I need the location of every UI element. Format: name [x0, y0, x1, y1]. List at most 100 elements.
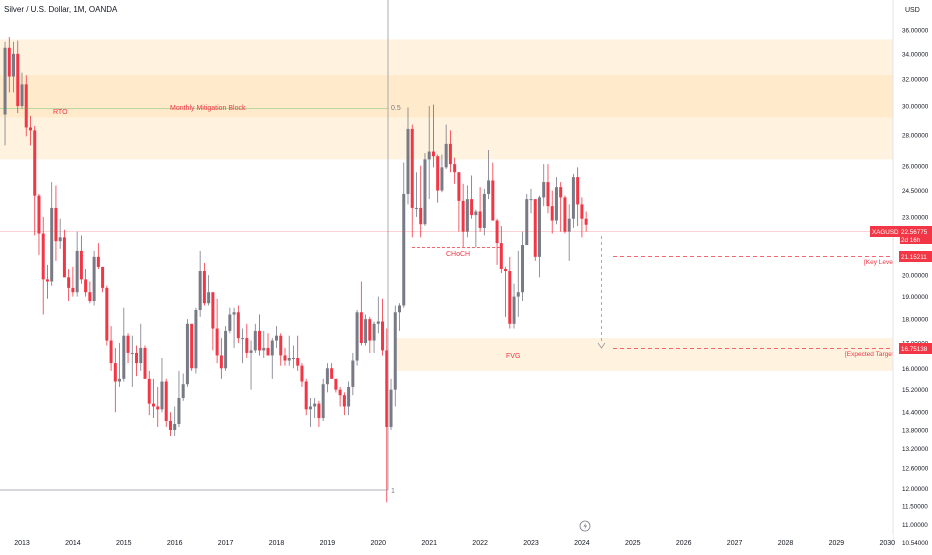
candle [62, 229, 66, 278]
candle [224, 326, 228, 371]
fib-half-label: 0.5 [391, 105, 401, 112]
candle [351, 352, 355, 396]
candle [228, 307, 232, 334]
fvg-zone [395, 338, 893, 371]
candle [28, 115, 32, 146]
candle [406, 107, 410, 205]
candle [529, 188, 533, 214]
candle [440, 154, 444, 193]
candle [245, 323, 249, 358]
expected-target-label: [Expected Target] [845, 351, 896, 358]
candle [33, 125, 37, 236]
candle [300, 363, 304, 387]
candle [122, 307, 126, 382]
price-tick-label: 11.00000 [902, 522, 928, 529]
time-tick-label: 2028 [778, 540, 794, 547]
price-tick-label: 36.00000 [902, 28, 929, 35]
candle [241, 328, 245, 364]
candle [453, 157, 457, 184]
time-tick-label: 2023 [523, 540, 539, 547]
candle [567, 204, 571, 261]
supply-zone-core [0, 75, 893, 118]
annot-layer: RTO Monthly Mitigation Block 0.5 1 CHoCH… [53, 105, 896, 495]
candle [96, 243, 100, 269]
candle [173, 406, 177, 437]
price-tick-label: 15.20000 [902, 387, 929, 394]
price-tick-label: 12.60000 [902, 465, 929, 472]
lightning-icon[interactable] [579, 520, 591, 532]
candle [321, 378, 325, 422]
time-tick-label: 2030 [880, 540, 896, 547]
time-tick-label: 2025 [625, 540, 641, 547]
candle [419, 165, 423, 238]
candle [3, 41, 7, 146]
candle [16, 40, 20, 114]
candle [296, 335, 300, 371]
candle [398, 303, 402, 331]
candle [584, 211, 588, 232]
price-tick-label: 34.00000 [902, 51, 929, 58]
time-tick-label: 2018 [269, 540, 285, 547]
candle [101, 266, 105, 293]
candle [181, 373, 185, 401]
candle [67, 268, 71, 302]
candle [135, 345, 139, 377]
candle [113, 347, 117, 413]
price-axis[interactable]: USD 10.54000 11.00000 11.50000 12.00000 12.6… [870, 0, 932, 550]
candle [512, 283, 516, 329]
drawings-layer [0, 0, 893, 491]
candle [550, 190, 554, 234]
candle [232, 307, 236, 348]
candle [495, 218, 499, 265]
candle [338, 386, 342, 407]
candle [414, 172, 418, 217]
candle [45, 264, 49, 299]
fvg-label: FVG [506, 353, 520, 360]
candle [393, 305, 397, 407]
candle [75, 231, 79, 297]
time-tick-label: 2022 [472, 540, 488, 547]
candle [215, 298, 219, 364]
candle [262, 330, 266, 358]
candle [470, 175, 474, 219]
time-tick-label: 2024 [574, 540, 590, 547]
candle [177, 370, 181, 427]
candle [364, 314, 368, 346]
time-tick-label: 2013 [14, 540, 30, 547]
candle [448, 130, 452, 173]
candle [410, 124, 414, 238]
candle [185, 319, 189, 387]
candle [253, 323, 257, 353]
candle [249, 340, 253, 390]
price-tick-label: 11.50000 [902, 504, 928, 511]
price-tick-label: 13.20000 [902, 446, 929, 453]
candle [207, 275, 211, 306]
chart-title: Silver / U.S. Dollar, 1M, OANDA [4, 5, 118, 14]
candle [202, 262, 206, 306]
candle [54, 185, 58, 261]
time-tick-label: 2029 [829, 540, 845, 547]
candle [504, 266, 508, 317]
candle [105, 285, 109, 346]
fib-one-label: 1 [391, 488, 395, 495]
candle [194, 307, 198, 374]
price-tick-label: 19.00000 [902, 294, 929, 301]
candle [287, 335, 291, 366]
time-tick-label: 2017 [218, 540, 234, 547]
candle [291, 345, 295, 369]
candle [190, 323, 194, 371]
candle [402, 162, 406, 308]
candle [576, 167, 580, 227]
time-axis[interactable]: 2013 2014 2015 2016 2017 2018 2019 2020 2021 2022… [0, 520, 896, 550]
candle [41, 216, 45, 315]
zones-layer [0, 39, 893, 371]
candle [313, 397, 317, 419]
candle [436, 154, 440, 203]
price-tick-label: 24.50000 [902, 188, 929, 195]
candle [88, 281, 92, 304]
candle [304, 378, 308, 416]
candle [537, 195, 541, 278]
candle [330, 363, 334, 379]
candle [563, 195, 567, 234]
